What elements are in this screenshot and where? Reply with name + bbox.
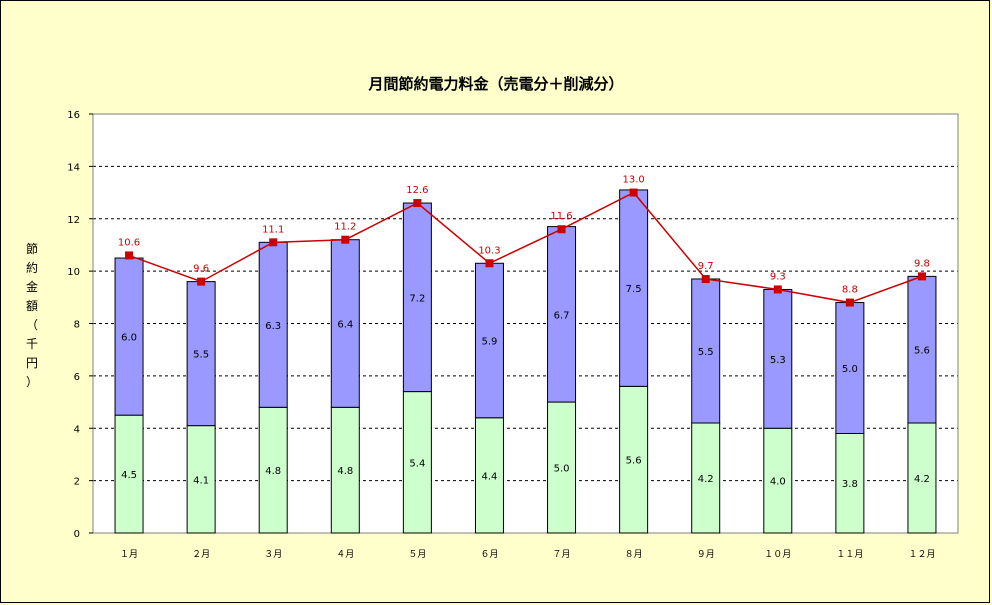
data-label-lower: 4.2 [914, 474, 930, 485]
data-label-lower: 4.1 [193, 475, 209, 486]
data-label-total: 13.0 [622, 175, 644, 186]
x-tick-label: ４月 [336, 549, 354, 560]
data-label-lower: 4.4 [482, 471, 498, 482]
total-marker [918, 272, 926, 280]
x-tick-label: １０月 [764, 549, 791, 560]
total-marker [197, 278, 205, 286]
x-tick-label: ３月 [264, 549, 282, 560]
x-tick-label: ７月 [553, 549, 571, 560]
data-label-total: 11.1 [262, 224, 284, 235]
x-tick-label: ２月 [192, 549, 210, 560]
total-marker [125, 251, 133, 259]
x-tick-label: ９月 [697, 549, 715, 560]
data-label-upper: 7.5 [626, 284, 642, 295]
data-label-upper: 6.4 [337, 320, 353, 331]
data-label-upper: 5.0 [842, 364, 858, 375]
data-label-lower: 4.8 [337, 466, 353, 477]
total-marker [630, 189, 638, 197]
x-tick-label: １１月 [836, 549, 863, 560]
data-label-lower: 4.8 [265, 466, 281, 477]
data-label-upper: 6.7 [554, 310, 570, 321]
total-marker [341, 236, 349, 244]
y-tick-label: 2 [74, 477, 80, 488]
data-label-upper: 5.3 [770, 355, 786, 366]
data-label-total: 11.2 [334, 222, 356, 233]
data-label-total: 9.3 [770, 271, 786, 282]
data-label-total: 8.8 [842, 285, 858, 296]
data-label-lower: 5.4 [409, 458, 425, 469]
data-label-upper: 5.6 [914, 346, 930, 357]
data-label-lower: 4.5 [121, 470, 137, 481]
total-marker [558, 225, 566, 233]
total-marker [774, 285, 782, 293]
y-tick-label: 8 [74, 320, 80, 331]
y-tick-label: 6 [74, 372, 80, 383]
x-tick-label: ８月 [625, 549, 643, 560]
x-tick-label: １月 [120, 549, 138, 560]
x-tick-label: ６月 [480, 549, 498, 560]
total-marker [485, 259, 493, 267]
y-tick-label: 16 [67, 110, 80, 121]
total-marker [846, 299, 854, 307]
data-label-lower: 5.6 [626, 456, 642, 467]
total-marker [702, 275, 710, 283]
y-tick-label: 4 [74, 424, 80, 435]
data-label-upper: 6.3 [265, 321, 281, 332]
x-tick-label: ５月 [408, 549, 426, 560]
data-label-total: 9.7 [698, 261, 714, 272]
data-label-total: 12.6 [406, 185, 428, 196]
data-label-total: 10.3 [478, 245, 500, 256]
data-label-upper: 7.2 [409, 293, 425, 304]
data-label-lower: 4.2 [698, 474, 714, 485]
x-tick-label: １２月 [908, 549, 935, 560]
data-label-upper: 5.9 [482, 337, 498, 348]
y-tick-label: 10 [67, 267, 80, 278]
data-label-total: 9.8 [914, 258, 930, 269]
data-label-lower: 3.8 [842, 479, 858, 490]
total-marker [269, 238, 277, 246]
data-label-upper: 5.5 [193, 350, 209, 361]
y-tick-label: 0 [74, 529, 80, 540]
data-label-total: 11.6 [550, 211, 572, 222]
y-tick-label: 12 [67, 215, 80, 226]
data-label-total: 9.6 [193, 264, 209, 275]
total-marker [413, 199, 421, 207]
data-label-total: 10.6 [118, 237, 140, 248]
y-tick-label: 14 [67, 162, 80, 173]
data-label-upper: 6.0 [121, 333, 137, 344]
data-label-upper: 5.5 [698, 347, 714, 358]
data-label-lower: 5.0 [554, 464, 570, 475]
data-label-lower: 4.0 [770, 477, 786, 488]
